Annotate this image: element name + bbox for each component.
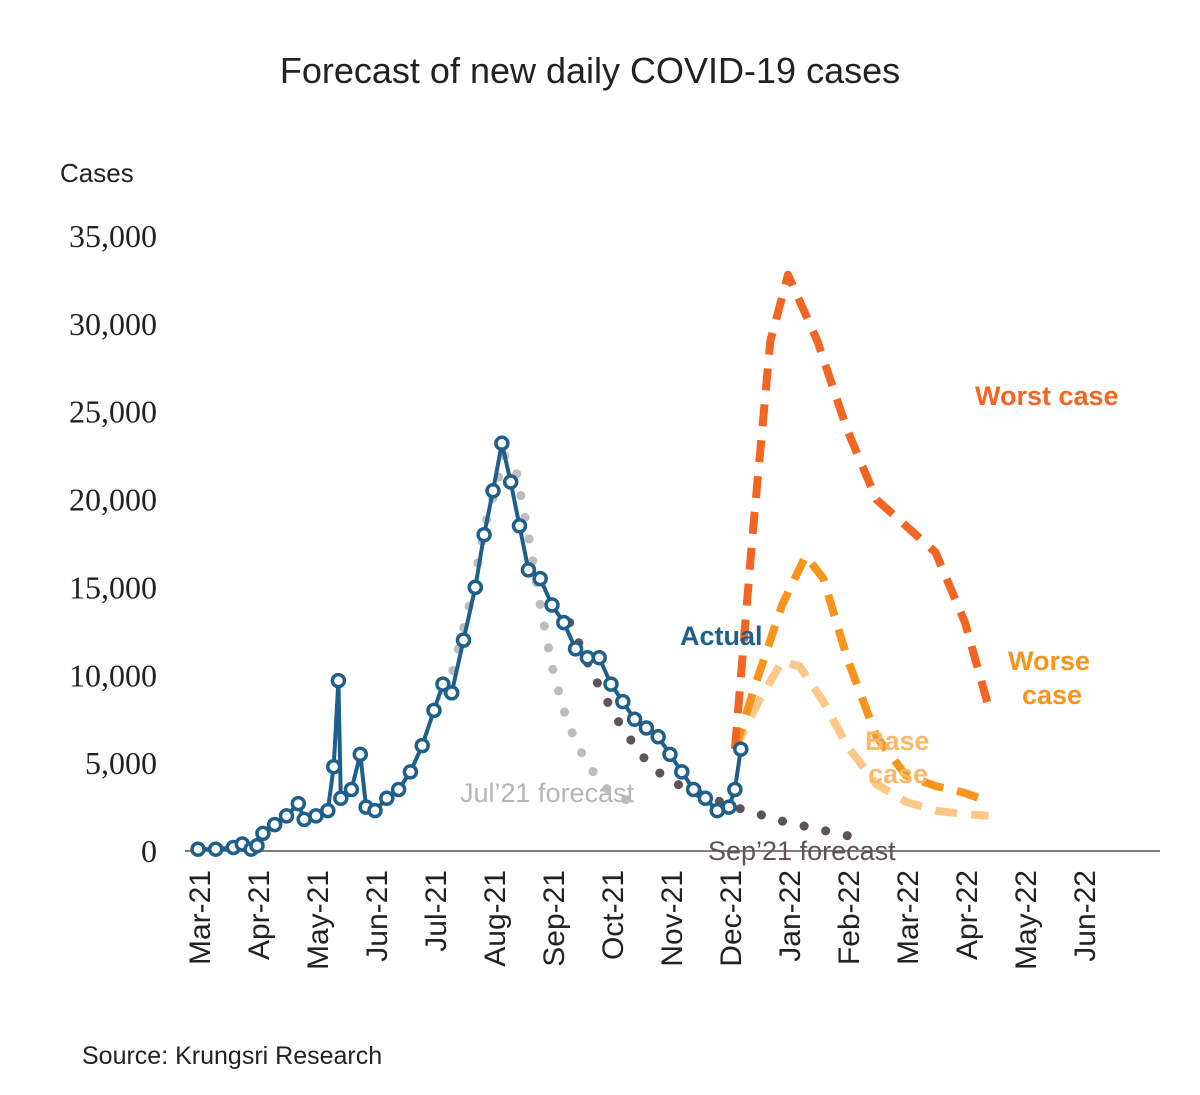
chart-title: Forecast of new daily COVID-19 cases [279,50,901,91]
x-tick-label: Apr-21 [243,870,276,960]
x-tick-label: Feb-22 [833,870,866,965]
data-point-actual [467,579,484,596]
x-tick-label: Apr-22 [951,870,984,960]
x-tick-label: Jan-22 [774,870,807,962]
x-tick-label: Mar-21 [184,870,217,965]
y-tick-label: 0 [141,833,157,869]
annotation-worst-case: Worst case [975,381,1119,411]
annotation-actual: Actual [680,621,763,651]
y-tick-label: 10,000 [69,657,157,693]
data-point-actual [638,720,655,736]
x-tick-label: Nov-21 [656,870,689,967]
annotation-base-case-line1: Base [865,726,930,756]
data-point-actual [207,841,224,857]
data-point-actual [494,435,510,452]
annotation-base-case-line2: case [868,759,928,789]
x-tick-label: Sep-21 [538,870,571,967]
data-point-actual [685,781,702,798]
data-point-actual [603,676,619,692]
data-point-actual [727,781,743,798]
data-point-actual [190,841,206,857]
data-point-actual [390,781,407,798]
data-point-actual [650,729,666,745]
y-ticks: 0 5,000 10,000 15,000 20,000 25,000 30,000 35,0… [69,218,157,869]
y-tick-label: 35,000 [69,218,157,254]
x-tick-label: Mar-22 [892,870,925,965]
data-point-actual [520,562,537,578]
data-point-actual [544,597,560,613]
data-point-actual [278,808,295,824]
data-point-actual [343,781,360,798]
data-point-actual [615,693,631,710]
data-point-actual [367,802,383,819]
series-line-sep-21-forecast [565,618,858,842]
data-point-actual [330,672,347,689]
data-point-actual [556,614,572,631]
x-tick-label: Dec-21 [715,870,748,967]
data-point-actual [721,799,737,815]
data-point-actual [249,837,265,854]
y-tick-label: 15,000 [69,569,157,605]
data-point-actual [674,764,690,780]
data-point-actual [308,808,324,824]
series-group [190,270,993,857]
data-point-actual [435,676,451,692]
data-point-actual [485,483,501,499]
data-point-actual [266,816,283,833]
x-tick-label: Jun-21 [361,870,394,962]
annotations: Actual Worst case Worse case Base case J… [460,381,1119,866]
x-tick-label: Aug-21 [479,870,512,967]
data-point-actual [697,790,714,807]
data-point-actual [320,802,336,819]
annotation-worse-case-line2: case [1022,680,1082,710]
data-point-actual [532,570,548,587]
data-point-actual [333,790,349,807]
y-axis-label: Cases [60,158,134,188]
x-tick-label: Oct-21 [597,870,630,960]
data-point-actual [662,746,678,763]
data-point-actual [455,632,472,648]
data-point-actual [733,741,749,757]
y-tick-label: 5,000 [85,745,157,781]
y-tick-label: 20,000 [69,482,157,518]
data-point-actual [402,764,419,780]
x-ticks: Mar-21 Apr-21 May-21 Jun-21 Jul-21 Aug-21 Sep-… [184,870,1102,970]
data-point-actual [325,758,342,775]
data-point-actual [379,790,395,807]
series-line-worst-case [730,270,993,750]
annotation-jul-forecast: Jul’21 forecast [460,778,635,808]
annotation-sep-forecast: Sep’21 forecast [708,836,896,866]
x-tick-label: Jun-22 [1069,870,1102,962]
source-note: Source: Krungsri Research [82,1042,383,1070]
data-point-actual [626,711,643,727]
data-point-actual [414,737,430,754]
data-point-actual [290,795,307,812]
data-point-actual [443,685,460,701]
y-tick-label: 25,000 [69,394,157,430]
data-point-actual [502,474,519,490]
series-line-base-case [731,657,989,820]
data-point-actual [476,526,492,543]
series-line-worse-case [731,551,990,806]
data-point-actual [511,518,528,534]
data-point-actual [426,702,442,719]
data-point-actual [255,825,271,842]
x-tick-label: May-22 [1010,870,1043,970]
data-point-actual [567,641,584,657]
annotation-worse-case-line1: Worse [1008,646,1090,676]
data-point-actual [591,649,607,666]
x-tick-label: Jul-21 [420,870,453,952]
x-tick-label: May-21 [302,870,335,970]
data-point-actual [352,746,369,763]
y-tick-label: 30,000 [69,306,157,342]
